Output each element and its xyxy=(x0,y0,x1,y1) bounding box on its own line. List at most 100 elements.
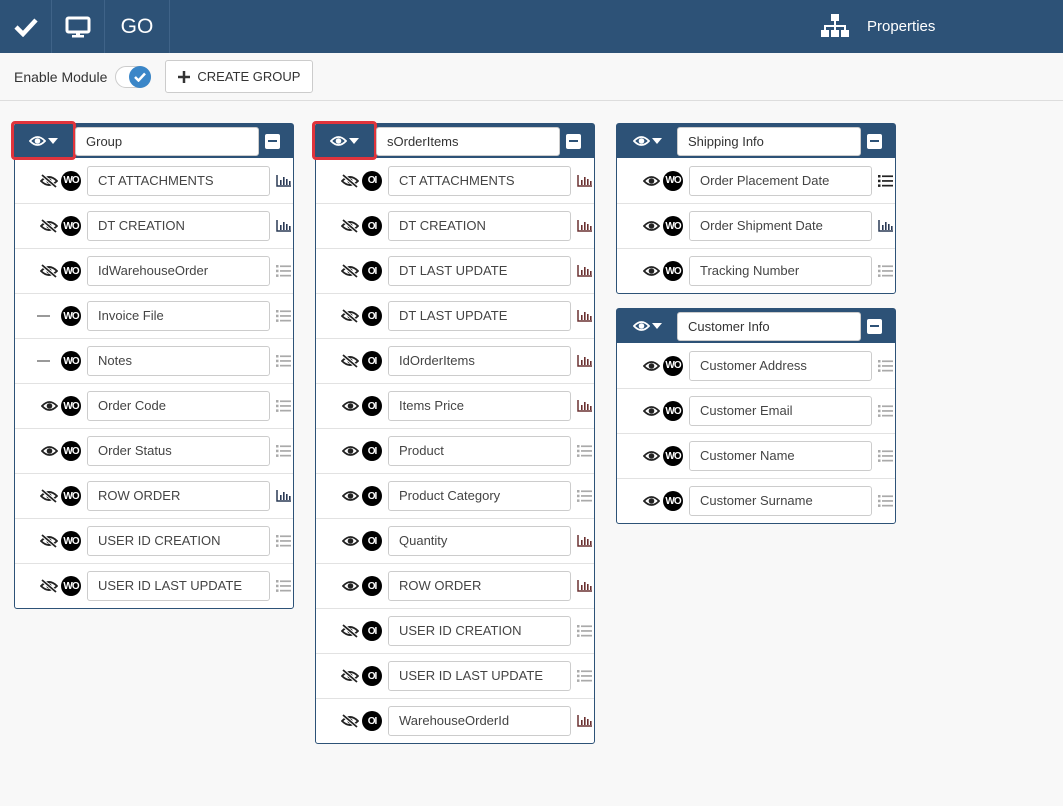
field-visibility-toggle[interactable] xyxy=(341,219,359,233)
field-visibility-toggle[interactable] xyxy=(37,360,58,362)
field-visibility-toggle[interactable] xyxy=(643,495,660,507)
field-visibility-toggle[interactable] xyxy=(643,175,660,187)
group-name-input[interactable]: Group xyxy=(75,126,259,156)
field-name-input[interactable]: Customer Name xyxy=(689,441,872,471)
field-visibility-toggle[interactable] xyxy=(40,219,58,233)
field-type-button[interactable] xyxy=(576,355,592,367)
field-visibility-toggle[interactable] xyxy=(341,174,359,188)
group-name-input[interactable]: sOrderItems xyxy=(376,126,560,156)
field-name-input[interactable]: Notes xyxy=(87,346,270,376)
field-name-input[interactable]: Customer Email xyxy=(689,396,872,426)
field-visibility-toggle[interactable] xyxy=(41,400,58,412)
field-type-button[interactable] xyxy=(275,445,291,457)
field-visibility-toggle[interactable] xyxy=(342,400,359,412)
create-group-button[interactable]: CREATE GROUP xyxy=(165,60,314,93)
field-name-input[interactable]: Product Category xyxy=(388,481,571,511)
collapse-button[interactable] xyxy=(867,133,882,149)
field-type-button[interactable] xyxy=(576,535,592,547)
field-type-button[interactable] xyxy=(877,220,893,232)
field-name-input[interactable]: Customer Surname xyxy=(689,486,872,516)
confirm-button[interactable] xyxy=(0,0,52,53)
field-type-button[interactable] xyxy=(576,310,592,322)
enable-module-toggle[interactable] xyxy=(115,65,152,88)
field-type-button[interactable] xyxy=(877,495,893,507)
field-name-input[interactable]: Order Shipment Date xyxy=(689,211,872,241)
field-type-button[interactable] xyxy=(275,310,291,322)
field-type-button[interactable] xyxy=(877,450,893,462)
field-visibility-toggle[interactable] xyxy=(341,354,359,368)
field-name-input[interactable]: Quantity xyxy=(388,526,571,556)
field-name-input[interactable]: USER ID LAST UPDATE xyxy=(87,571,270,601)
field-type-button[interactable] xyxy=(275,175,291,187)
field-type-button[interactable] xyxy=(576,625,592,637)
field-type-button[interactable] xyxy=(877,405,893,417)
field-name-input[interactable]: IdWarehouseOrder xyxy=(87,256,270,286)
field-visibility-toggle[interactable] xyxy=(342,535,359,547)
field-name-input[interactable]: Product xyxy=(388,436,571,466)
properties-button[interactable]: Properties xyxy=(821,14,935,38)
field-name-input[interactable]: DT CREATION xyxy=(388,211,571,241)
field-visibility-toggle[interactable] xyxy=(37,315,58,317)
field-type-button[interactable] xyxy=(576,670,592,682)
field-visibility-toggle[interactable] xyxy=(40,534,58,548)
field-visibility-toggle[interactable] xyxy=(40,174,58,188)
field-visibility-toggle[interactable] xyxy=(40,579,58,593)
field-name-input[interactable]: Invoice File xyxy=(87,301,270,331)
field-name-input[interactable]: USER ID CREATION xyxy=(388,616,571,646)
field-type-button[interactable] xyxy=(877,360,893,372)
field-type-button[interactable] xyxy=(275,535,291,547)
group-name-input[interactable]: Shipping Info xyxy=(677,126,861,156)
field-type-button[interactable] xyxy=(275,265,291,277)
field-type-button[interactable] xyxy=(877,265,893,277)
field-type-button[interactable] xyxy=(576,175,592,187)
field-visibility-toggle[interactable] xyxy=(643,220,660,232)
field-type-button[interactable] xyxy=(576,445,592,457)
field-type-button[interactable] xyxy=(275,400,291,412)
field-name-input[interactable]: DT LAST UPDATE xyxy=(388,301,571,331)
field-type-button[interactable] xyxy=(275,220,291,232)
field-name-input[interactable]: ROW ORDER xyxy=(87,481,270,511)
visibility-dropdown[interactable] xyxy=(11,121,76,160)
field-visibility-toggle[interactable] xyxy=(40,489,58,503)
field-name-input[interactable]: Order Code xyxy=(87,391,270,421)
field-type-button[interactable] xyxy=(576,490,592,502)
field-name-input[interactable]: Items Price xyxy=(388,391,571,421)
field-visibility-toggle[interactable] xyxy=(342,580,359,592)
collapse-button[interactable] xyxy=(265,133,280,149)
field-visibility-toggle[interactable] xyxy=(341,309,359,323)
preview-button[interactable] xyxy=(52,0,105,53)
field-visibility-toggle[interactable] xyxy=(341,669,359,683)
field-name-input[interactable]: DT LAST UPDATE xyxy=(388,256,571,286)
field-name-input[interactable]: WarehouseOrderId xyxy=(388,706,571,736)
field-visibility-toggle[interactable] xyxy=(41,445,58,457)
field-visibility-toggle[interactable] xyxy=(40,264,58,278)
field-name-input[interactable]: IdOrderItems xyxy=(388,346,571,376)
field-type-button[interactable] xyxy=(576,400,592,412)
field-name-input[interactable]: CT ATTACHMENTS xyxy=(87,165,270,196)
field-visibility-toggle[interactable] xyxy=(643,450,660,462)
field-name-input[interactable]: Customer Address xyxy=(689,350,872,381)
field-name-input[interactable]: Order Placement Date xyxy=(689,165,872,196)
field-visibility-toggle[interactable] xyxy=(341,624,359,638)
field-name-input[interactable]: DT CREATION xyxy=(87,211,270,241)
field-type-button[interactable] xyxy=(275,580,291,592)
visibility-dropdown[interactable] xyxy=(312,121,377,160)
field-visibility-toggle[interactable] xyxy=(643,265,660,277)
field-visibility-toggle[interactable] xyxy=(341,714,359,728)
field-visibility-toggle[interactable] xyxy=(643,360,660,372)
field-type-button[interactable] xyxy=(275,490,291,502)
field-name-input[interactable]: CT ATTACHMENTS xyxy=(388,165,571,196)
field-name-input[interactable]: Tracking Number xyxy=(689,256,872,286)
field-type-button[interactable] xyxy=(576,580,592,592)
go-button[interactable]: GO xyxy=(105,0,170,53)
field-name-input[interactable]: USER ID CREATION xyxy=(87,526,270,556)
field-type-button[interactable] xyxy=(275,355,291,367)
field-type-button[interactable] xyxy=(576,715,592,727)
visibility-dropdown[interactable] xyxy=(617,124,677,158)
field-name-input[interactable]: Order Status xyxy=(87,436,270,466)
field-type-button[interactable] xyxy=(576,220,592,232)
field-name-input[interactable]: ROW ORDER xyxy=(388,571,571,601)
collapse-button[interactable] xyxy=(566,133,581,149)
visibility-dropdown[interactable] xyxy=(617,309,677,343)
field-visibility-toggle[interactable] xyxy=(341,264,359,278)
